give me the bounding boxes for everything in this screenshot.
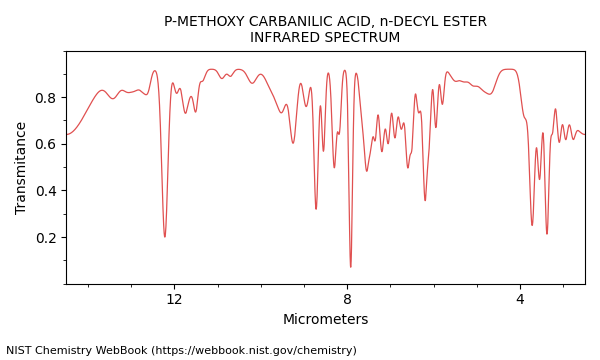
Text: NIST Chemistry WebBook (https://webbook.nist.gov/chemistry): NIST Chemistry WebBook (https://webbook.… <box>6 346 357 356</box>
Title: P-METHOXY CARBANILIC ACID, n-DECYL ESTER
INFRARED SPECTRUM: P-METHOXY CARBANILIC ACID, n-DECYL ESTER… <box>164 15 487 45</box>
X-axis label: Micrometers: Micrometers <box>283 313 369 327</box>
Y-axis label: Transmitance: Transmitance <box>15 121 29 214</box>
